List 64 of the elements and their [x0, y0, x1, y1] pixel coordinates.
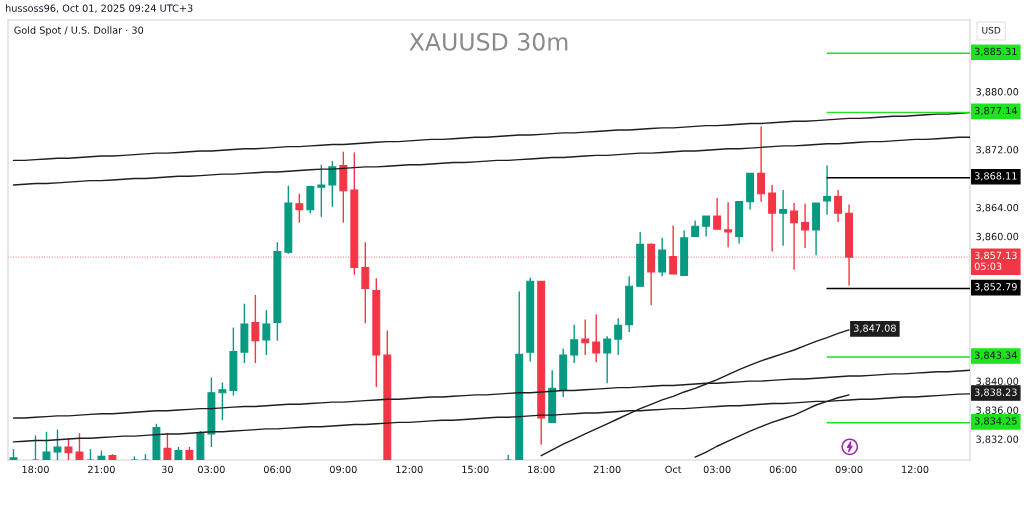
x-tick-label: 03:00 [198, 465, 225, 474]
data-label: 3,834.25 [974, 417, 1017, 426]
candlestick [823, 164, 832, 216]
candlestick [713, 197, 722, 230]
data-label: 3,868.11 [974, 172, 1017, 181]
x-tick-label: 03:00 [703, 465, 731, 474]
x-tick-label: 15:00 [462, 465, 489, 474]
y-tick-label: 3,836.00 [976, 406, 1019, 415]
y-tick-label: 3,880.00 [976, 88, 1019, 97]
y-tick-label: 3,860.00 [976, 232, 1019, 242]
x-tick-label: 12:00 [902, 465, 929, 474]
data-label: 3,885.31 [974, 47, 1017, 57]
y-tick-label: 3,832.00 [976, 435, 1019, 444]
x-tick-label: 30 [161, 465, 173, 474]
candlestick [768, 184, 777, 253]
candlestick [75, 432, 84, 460]
x-tick-label: 12:00 [396, 465, 423, 474]
data-label: 3,838.23 [974, 388, 1017, 397]
candlestick [306, 185, 315, 214]
candlestick [42, 431, 51, 460]
x-tick-label: 06:00 [263, 465, 291, 474]
x-tick-label: 09:00 [329, 465, 357, 474]
data-label: 3,843.34 [974, 351, 1017, 360]
candlestick [262, 309, 271, 356]
candlestick [592, 313, 601, 363]
y-tick-label: 3,864.00 [976, 203, 1019, 213]
candlestick [53, 428, 62, 460]
candlestick [614, 317, 623, 356]
x-tick-label: 21:00 [88, 465, 115, 474]
x-tick-label: 18:00 [22, 465, 49, 474]
candlestick [834, 189, 843, 223]
candlestick [64, 437, 73, 460]
y-tick-label: 3,872.00 [976, 146, 1019, 155]
candlestick [163, 432, 172, 460]
x-tick-label: 06:00 [769, 465, 797, 474]
line-series [12, 111, 970, 162]
candlestick [801, 203, 810, 249]
candlestick [218, 381, 227, 421]
candlestick [251, 294, 260, 364]
data-label: 3,852.79 [974, 283, 1017, 292]
x-tick-label: 21:00 [593, 465, 621, 474]
candlestick [702, 215, 711, 238]
line-series [12, 136, 970, 186]
data-label: 3,847.08 [853, 324, 896, 333]
chart-title: XAUUSD 30m [409, 32, 568, 51]
data-label: 3,877.14 [974, 106, 1017, 116]
candlestick [757, 125, 766, 203]
candlestick [724, 201, 733, 248]
candlestick [328, 160, 337, 208]
x-tick-label: 09:00 [835, 465, 863, 474]
candlestick [658, 237, 667, 277]
y-axis-title: USD [982, 26, 1001, 34]
candlestick [581, 318, 590, 356]
candlestick [317, 164, 326, 218]
candlestick [603, 335, 612, 384]
y-tick-label: 3,840.00 [976, 377, 1019, 386]
text: hussoss96, Oct 01, 2025 09:24 UTC+3 [6, 4, 193, 13]
ref-line-label: 3,857.13 05:03 [974, 251, 1017, 270]
x-tick-label: Oct [665, 465, 682, 474]
x-tick-label: 18:00 [528, 465, 555, 474]
candlestick [570, 323, 579, 364]
candlestick [295, 192, 304, 224]
text: Gold Spot / U.S. Dollar · 30 [14, 26, 144, 36]
candlestick [779, 189, 788, 247]
